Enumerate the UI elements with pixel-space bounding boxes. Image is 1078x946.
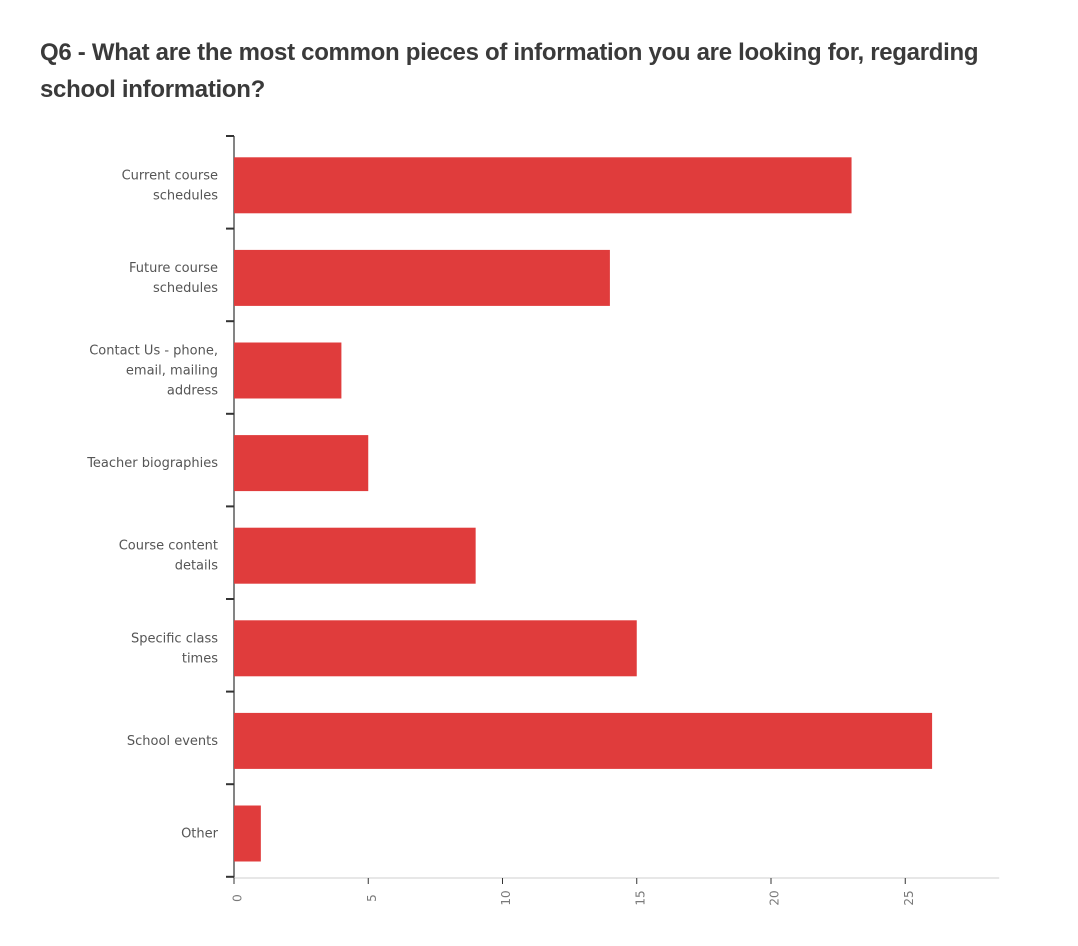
category-label-line: Current course: [122, 168, 218, 183]
bar: [234, 712, 933, 769]
category-label-line: schedules: [153, 188, 218, 203]
category-label-line: details: [175, 558, 219, 573]
bar: [234, 249, 610, 306]
category-label: School events: [127, 733, 218, 748]
category-label-line: address: [167, 383, 218, 398]
category-label-line: Future course: [129, 260, 218, 275]
x-tick-label: 0: [231, 894, 245, 902]
x-tick-label: 15: [633, 890, 647, 905]
category-label-line: schedules: [153, 280, 218, 295]
category-label-line: Specific class: [131, 631, 218, 646]
category-label: Teacher biographies: [86, 456, 218, 471]
bar: [234, 157, 852, 214]
x-tick-label: 10: [499, 890, 513, 905]
category-label-line: Course content: [119, 538, 218, 553]
category-label-line: School events: [127, 733, 218, 748]
category-label-line: Teacher biographies: [86, 456, 218, 471]
x-tick-label: 5: [365, 894, 379, 902]
category-label: Specific class times: [131, 631, 218, 666]
category-label-line: Contact Us - phone,: [89, 343, 218, 358]
category-label: Other: [181, 826, 219, 841]
x-tick-label: 20: [768, 890, 782, 905]
bar: [234, 342, 342, 399]
category-label-line: email, mailing: [126, 363, 218, 378]
x-tick-label: 25: [902, 890, 916, 905]
category-label: Current course schedules: [122, 168, 219, 203]
bar: [234, 527, 476, 584]
category-label-line: times: [182, 651, 218, 666]
bar: [234, 620, 637, 677]
category-label: Future course schedules: [129, 260, 218, 295]
chart-title: Q6 - What are the most common pieces of …: [40, 39, 979, 103]
category-label-line: Other: [181, 826, 219, 841]
bar: [234, 805, 261, 862]
category-label: Contact Us - phone, email, mailing address: [89, 343, 218, 398]
bar: [234, 435, 369, 492]
category-label: Course content details: [119, 538, 219, 573]
